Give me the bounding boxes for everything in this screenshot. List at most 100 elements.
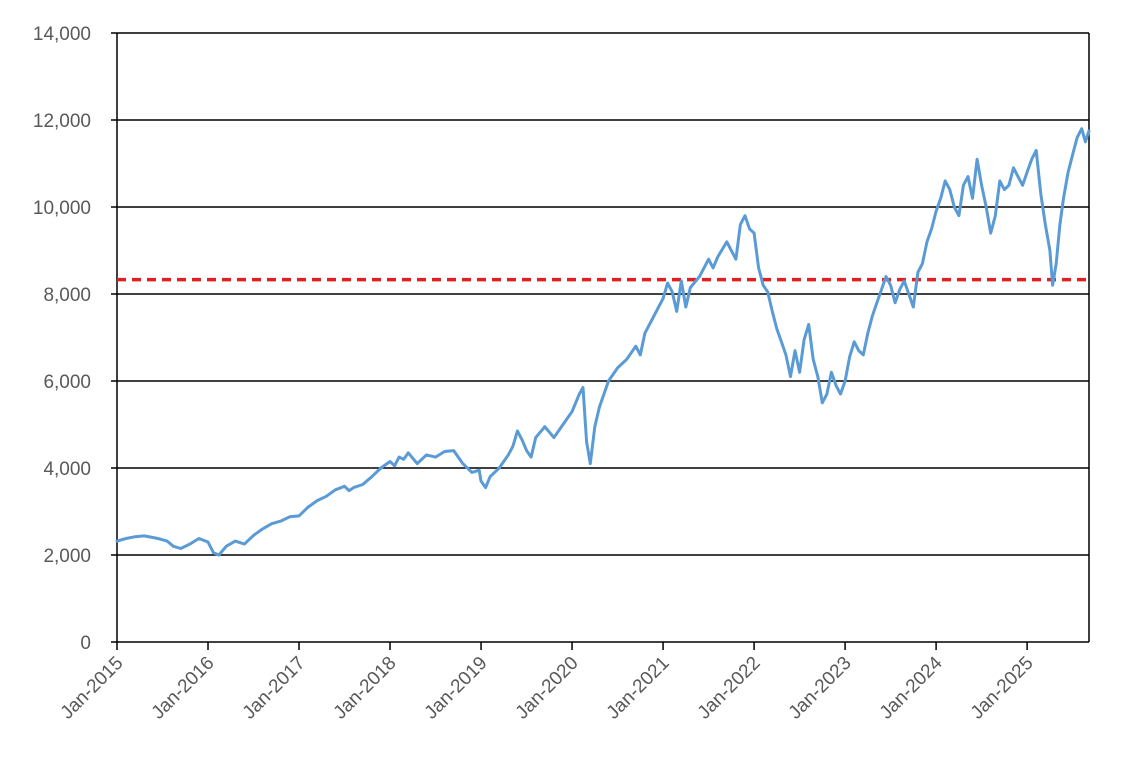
data-point — [753, 232, 755, 234]
data-point — [234, 540, 237, 542]
data-point — [967, 175, 969, 178]
data-point — [393, 465, 396, 467]
data-point — [857, 349, 860, 352]
data-point — [698, 275, 701, 278]
data-point — [498, 467, 501, 469]
data-point — [862, 354, 865, 356]
data-point — [1062, 197, 1065, 200]
data-point — [944, 180, 947, 182]
data-point — [835, 384, 837, 387]
y-tick-label-3: 6,000 — [43, 372, 91, 393]
data-point — [735, 258, 737, 261]
data-point — [985, 206, 987, 208]
data-point — [189, 543, 191, 545]
data-point — [971, 197, 974, 200]
data-point — [343, 485, 346, 488]
data-point — [516, 430, 519, 432]
y-axis: 0 2,000 4,000 6,000 8,000 10,000 12,000 14,000 — [33, 24, 117, 654]
data-point — [134, 535, 137, 538]
data-point — [712, 267, 714, 269]
data-point — [307, 506, 309, 508]
data-point — [685, 306, 687, 308]
data-point — [889, 284, 892, 287]
data-point — [789, 375, 792, 378]
data-point — [507, 454, 510, 456]
data-point — [999, 180, 1001, 182]
data-point — [730, 249, 733, 252]
data-point — [389, 460, 391, 463]
data-point — [361, 483, 364, 486]
data-point — [771, 310, 774, 313]
data-point — [1030, 158, 1033, 160]
data-point — [903, 280, 906, 282]
data-point — [953, 206, 956, 208]
data-point — [707, 258, 710, 261]
data-point — [675, 310, 678, 313]
data-point — [1017, 175, 1019, 178]
data-point — [1049, 249, 1051, 252]
data-point — [172, 545, 175, 548]
data-point — [785, 354, 787, 356]
data-point — [484, 486, 487, 489]
data-point — [880, 288, 883, 291]
y-tick-label-6: 12,000 — [33, 111, 91, 132]
data-point — [662, 297, 664, 300]
data-point — [607, 380, 610, 382]
data-point — [407, 451, 410, 454]
data-point — [1088, 130, 1090, 132]
data-point — [434, 456, 437, 458]
x-tick-label-9: Jan-2024 — [876, 652, 947, 723]
data-point — [1084, 140, 1087, 143]
data-point — [807, 323, 810, 326]
data-point — [826, 393, 828, 395]
data-point — [589, 462, 592, 465]
data-point — [325, 495, 328, 498]
data-point — [725, 241, 728, 243]
data-point — [225, 545, 228, 548]
data-point — [680, 280, 683, 282]
data-point — [921, 262, 924, 265]
data-point — [480, 480, 482, 482]
data-point — [578, 393, 581, 395]
data-point — [471, 471, 473, 474]
data-point — [1044, 223, 1047, 226]
data-point — [812, 358, 815, 361]
data-point — [425, 454, 428, 456]
data-point — [116, 540, 118, 542]
x-tick-label-5: Jan-2020 — [512, 653, 583, 724]
data-point — [757, 267, 760, 269]
data-point — [261, 528, 264, 530]
data-point — [848, 356, 851, 358]
data-point — [976, 158, 978, 160]
data-point — [830, 371, 833, 374]
data-point — [994, 214, 997, 217]
data-point — [1026, 171, 1028, 173]
data-point — [512, 445, 514, 448]
data-point — [844, 380, 846, 382]
data-point — [907, 293, 910, 295]
data-point — [157, 537, 159, 540]
data-point — [243, 543, 246, 545]
data-point — [1039, 193, 1042, 195]
data-point — [867, 332, 869, 334]
y-tick-label-4: 8,000 — [43, 285, 91, 306]
y-tick-label-2: 4,000 — [43, 459, 91, 480]
grid-lines — [117, 32, 1089, 556]
y-tick-label-1: 2,000 — [43, 546, 91, 567]
data-point — [876, 301, 878, 304]
data-point — [962, 184, 965, 187]
data-point — [671, 291, 673, 293]
data-point — [562, 423, 564, 426]
data-point — [1003, 188, 1006, 191]
data-point — [816, 375, 819, 378]
data-point — [871, 314, 874, 317]
data-point — [207, 541, 209, 543]
x-tick-label-3: Jan-2018 — [330, 653, 401, 724]
data-point — [776, 328, 778, 330]
data-point — [166, 540, 168, 542]
data-point — [894, 301, 896, 304]
x-tick-label-8: Jan-2023 — [785, 653, 856, 724]
x-tick-label-1: Jan-2016 — [148, 653, 219, 724]
data-point — [1076, 136, 1078, 139]
